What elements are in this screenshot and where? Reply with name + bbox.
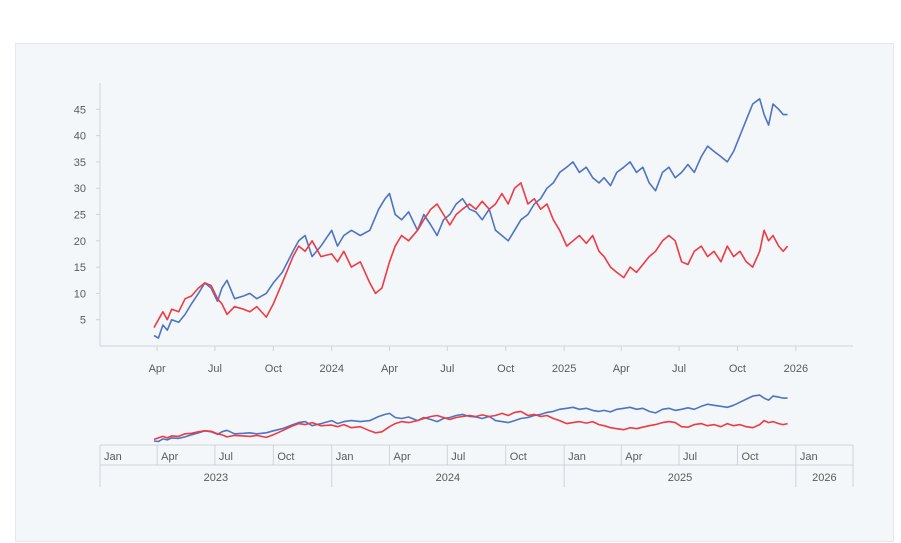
navigator-month-label[interactable]: Jan (104, 451, 122, 463)
navigator-month-label[interactable]: Jul (451, 451, 465, 463)
y-tick-label: 5 (80, 315, 86, 327)
navigator-month-label[interactable]: Oct (741, 451, 758, 463)
y-tick-label: 20 (74, 236, 86, 248)
y-tick-label: 30 (74, 183, 86, 195)
y-tick-label: 35 (74, 157, 86, 169)
y-tick-label: 40 (74, 131, 86, 143)
chart-panel (15, 43, 894, 542)
x-tick-label: Apr (613, 363, 630, 375)
x-tick-label: Oct (265, 363, 282, 375)
x-tick-label: Oct (497, 363, 514, 375)
navigator-axis[interactable]: Jan Apr Jul Oct Jan Apr Jul Oct Jan Apr Jul Oct Jan 2… (99, 444, 854, 487)
navigator-month-label[interactable]: Jul (683, 451, 697, 463)
series-line-2 (153, 182, 789, 328)
y-tick-label: 15 (74, 262, 86, 274)
y-tick-label: 25 (74, 210, 86, 222)
navigator-month-label[interactable]: Jan (336, 451, 354, 463)
navigator-year-label[interactable]: 2025 (668, 472, 692, 484)
y-tick-label: 45 (74, 104, 86, 116)
series-line-1 (153, 98, 788, 339)
x-tick-label: Jul (208, 363, 222, 375)
navigator-series-line-1 (153, 394, 788, 443)
navigator-year-label[interactable]: 2026 (812, 472, 836, 484)
x-tick-label: Oct (729, 363, 746, 375)
y-tick-label: 10 (74, 288, 86, 300)
x-tick-label: Jul (672, 363, 686, 375)
navigator-month-label[interactable]: Jan (800, 451, 818, 463)
navigator-year-label[interactable]: 2023 (204, 472, 228, 484)
navigator-month-label[interactable]: Oct (277, 451, 294, 463)
navigator-month-label[interactable]: Oct (510, 451, 527, 463)
x-tick-label: 2024 (319, 363, 343, 375)
navigator-series-line-2 (153, 410, 788, 441)
navigator-month-label[interactable]: Apr (394, 451, 411, 463)
navigator-year-label[interactable]: 2024 (436, 472, 460, 484)
navigator-month-label[interactable]: Apr (625, 451, 642, 463)
navigator-month-label[interactable]: Apr (161, 451, 178, 463)
x-tick-label: 2026 (784, 363, 808, 375)
x-tick-label: Apr (149, 363, 166, 375)
navigator-month-label[interactable]: Jul (219, 451, 233, 463)
navigator-series (153, 394, 788, 443)
x-tick-label: Apr (381, 363, 398, 375)
navigator-month-label[interactable]: Jan (568, 451, 586, 463)
x-tick-label: Jul (440, 363, 454, 375)
x-tick-label: 2025 (552, 363, 576, 375)
main-series (153, 98, 789, 339)
